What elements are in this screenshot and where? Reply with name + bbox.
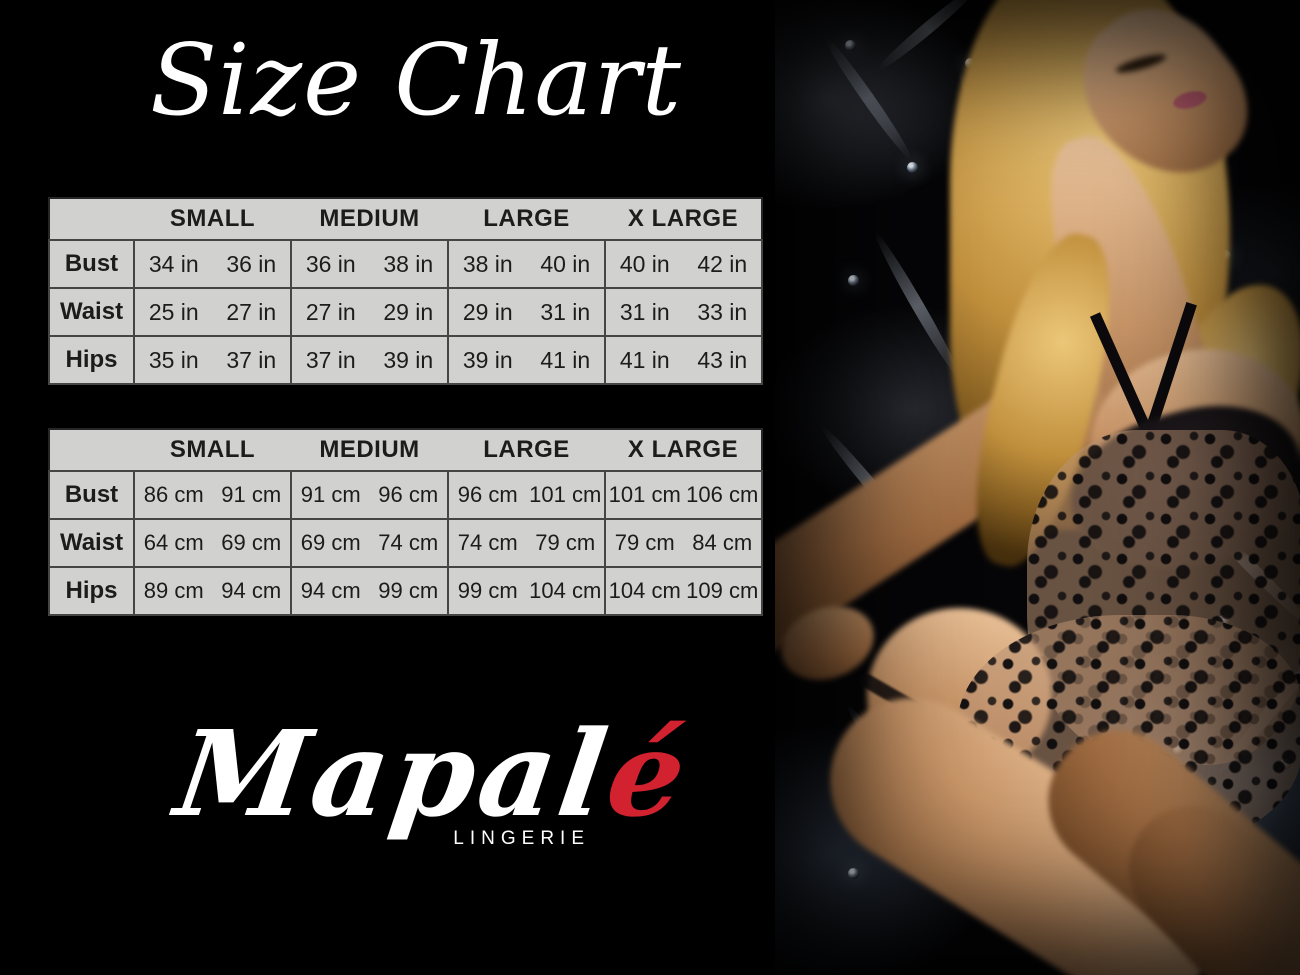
tuft-button xyxy=(848,868,859,879)
table-row-bust: Bust 86 cm 91 cm 91 cm 96 cm 96 cm 101 cm 1… xyxy=(48,470,763,520)
size-header-medium: MEDIUM xyxy=(291,198,448,241)
size-header-small: SMALL xyxy=(134,429,291,472)
size-table-centimeters: SMALL MEDIUM LARGE X LARGE Bust 86 cm 91 … xyxy=(48,428,763,616)
size-cell: 79 cm 84 cm xyxy=(604,518,763,568)
row-label: Bust xyxy=(48,239,135,289)
tuft-button xyxy=(848,275,859,286)
size-cell: 25 in 27 in xyxy=(133,287,292,337)
size-header-small: SMALL xyxy=(134,198,291,241)
size-header-xlarge: X LARGE xyxy=(605,198,762,241)
tuft-button xyxy=(845,40,856,51)
size-header-xlarge: X LARGE xyxy=(605,429,762,472)
size-cell: 41 in 43 in xyxy=(604,335,763,385)
size-table-inches: SMALL MEDIUM LARGE X LARGE Bust 34 in 36 … xyxy=(48,197,763,385)
table-row-hips: Hips 35 in 37 in 37 in 39 in 39 in 41 in 41… xyxy=(48,335,763,385)
row-label: Hips xyxy=(48,335,135,385)
size-cell: 94 cm 99 cm xyxy=(290,566,449,616)
model-photo xyxy=(775,0,1300,975)
size-cell: 69 cm 74 cm xyxy=(290,518,449,568)
brand-tagline: LINGERIE xyxy=(453,827,590,849)
size-cell: 89 cm 94 cm xyxy=(133,566,292,616)
table-row-waist: Waist 25 in 27 in 27 in 29 in 29 in 31 in 3… xyxy=(48,287,763,337)
size-cell: 37 in 39 in xyxy=(290,335,449,385)
size-header-large: LARGE xyxy=(448,198,605,241)
row-label: Bust xyxy=(48,470,135,520)
size-header-row: SMALL MEDIUM LARGE X LARGE xyxy=(49,198,762,241)
size-cell: 39 in 41 in xyxy=(447,335,606,385)
size-cell: 27 in 29 in xyxy=(290,287,449,337)
corner-cell xyxy=(49,198,134,241)
size-cell: 91 cm 96 cm xyxy=(290,470,449,520)
row-label: Waist xyxy=(48,518,135,568)
size-cell: 29 in 31 in xyxy=(447,287,606,337)
size-cell: 99 cm 104 cm xyxy=(447,566,606,616)
size-cell: 74 cm 79 cm xyxy=(447,518,606,568)
size-cell: 101 cm 106 cm xyxy=(604,470,763,520)
size-cell: 34 in 36 in xyxy=(133,239,292,289)
size-cell: 64 cm 69 cm xyxy=(133,518,292,568)
table-row-hips: Hips 89 cm 94 cm 94 cm 99 cm 99 cm 104 cm 1… xyxy=(48,566,763,616)
table-row-waist: Waist 64 cm 69 cm 69 cm 74 cm 74 cm 79 cm 7… xyxy=(48,518,763,568)
row-label: Waist xyxy=(48,287,135,337)
row-label: Hips xyxy=(48,566,135,616)
size-cell: 86 cm 91 cm xyxy=(133,470,292,520)
brand-logo: Mapalé LINGERIE xyxy=(168,704,697,850)
size-header-row: SMALL MEDIUM LARGE X LARGE xyxy=(49,429,762,472)
size-cell: 40 in 42 in xyxy=(604,239,763,289)
page-title: Size Chart xyxy=(150,24,683,138)
size-cell: 36 in 38 in xyxy=(290,239,449,289)
table-row-bust: Bust 34 in 36 in 36 in 38 in 38 in 40 in 40… xyxy=(48,239,763,289)
size-header-medium: MEDIUM xyxy=(291,429,448,472)
size-cell: 31 in 33 in xyxy=(604,287,763,337)
size-cell: 96 cm 101 cm xyxy=(447,470,606,520)
brand-wordmark: Mapalé xyxy=(168,704,698,843)
size-cell: 35 in 37 in xyxy=(133,335,292,385)
size-cell: 38 in 40 in xyxy=(447,239,606,289)
tuft-button xyxy=(907,162,918,173)
size-cell: 104 cm 109 cm xyxy=(604,566,763,616)
size-header-large: LARGE xyxy=(448,429,605,472)
corner-cell xyxy=(49,429,134,472)
